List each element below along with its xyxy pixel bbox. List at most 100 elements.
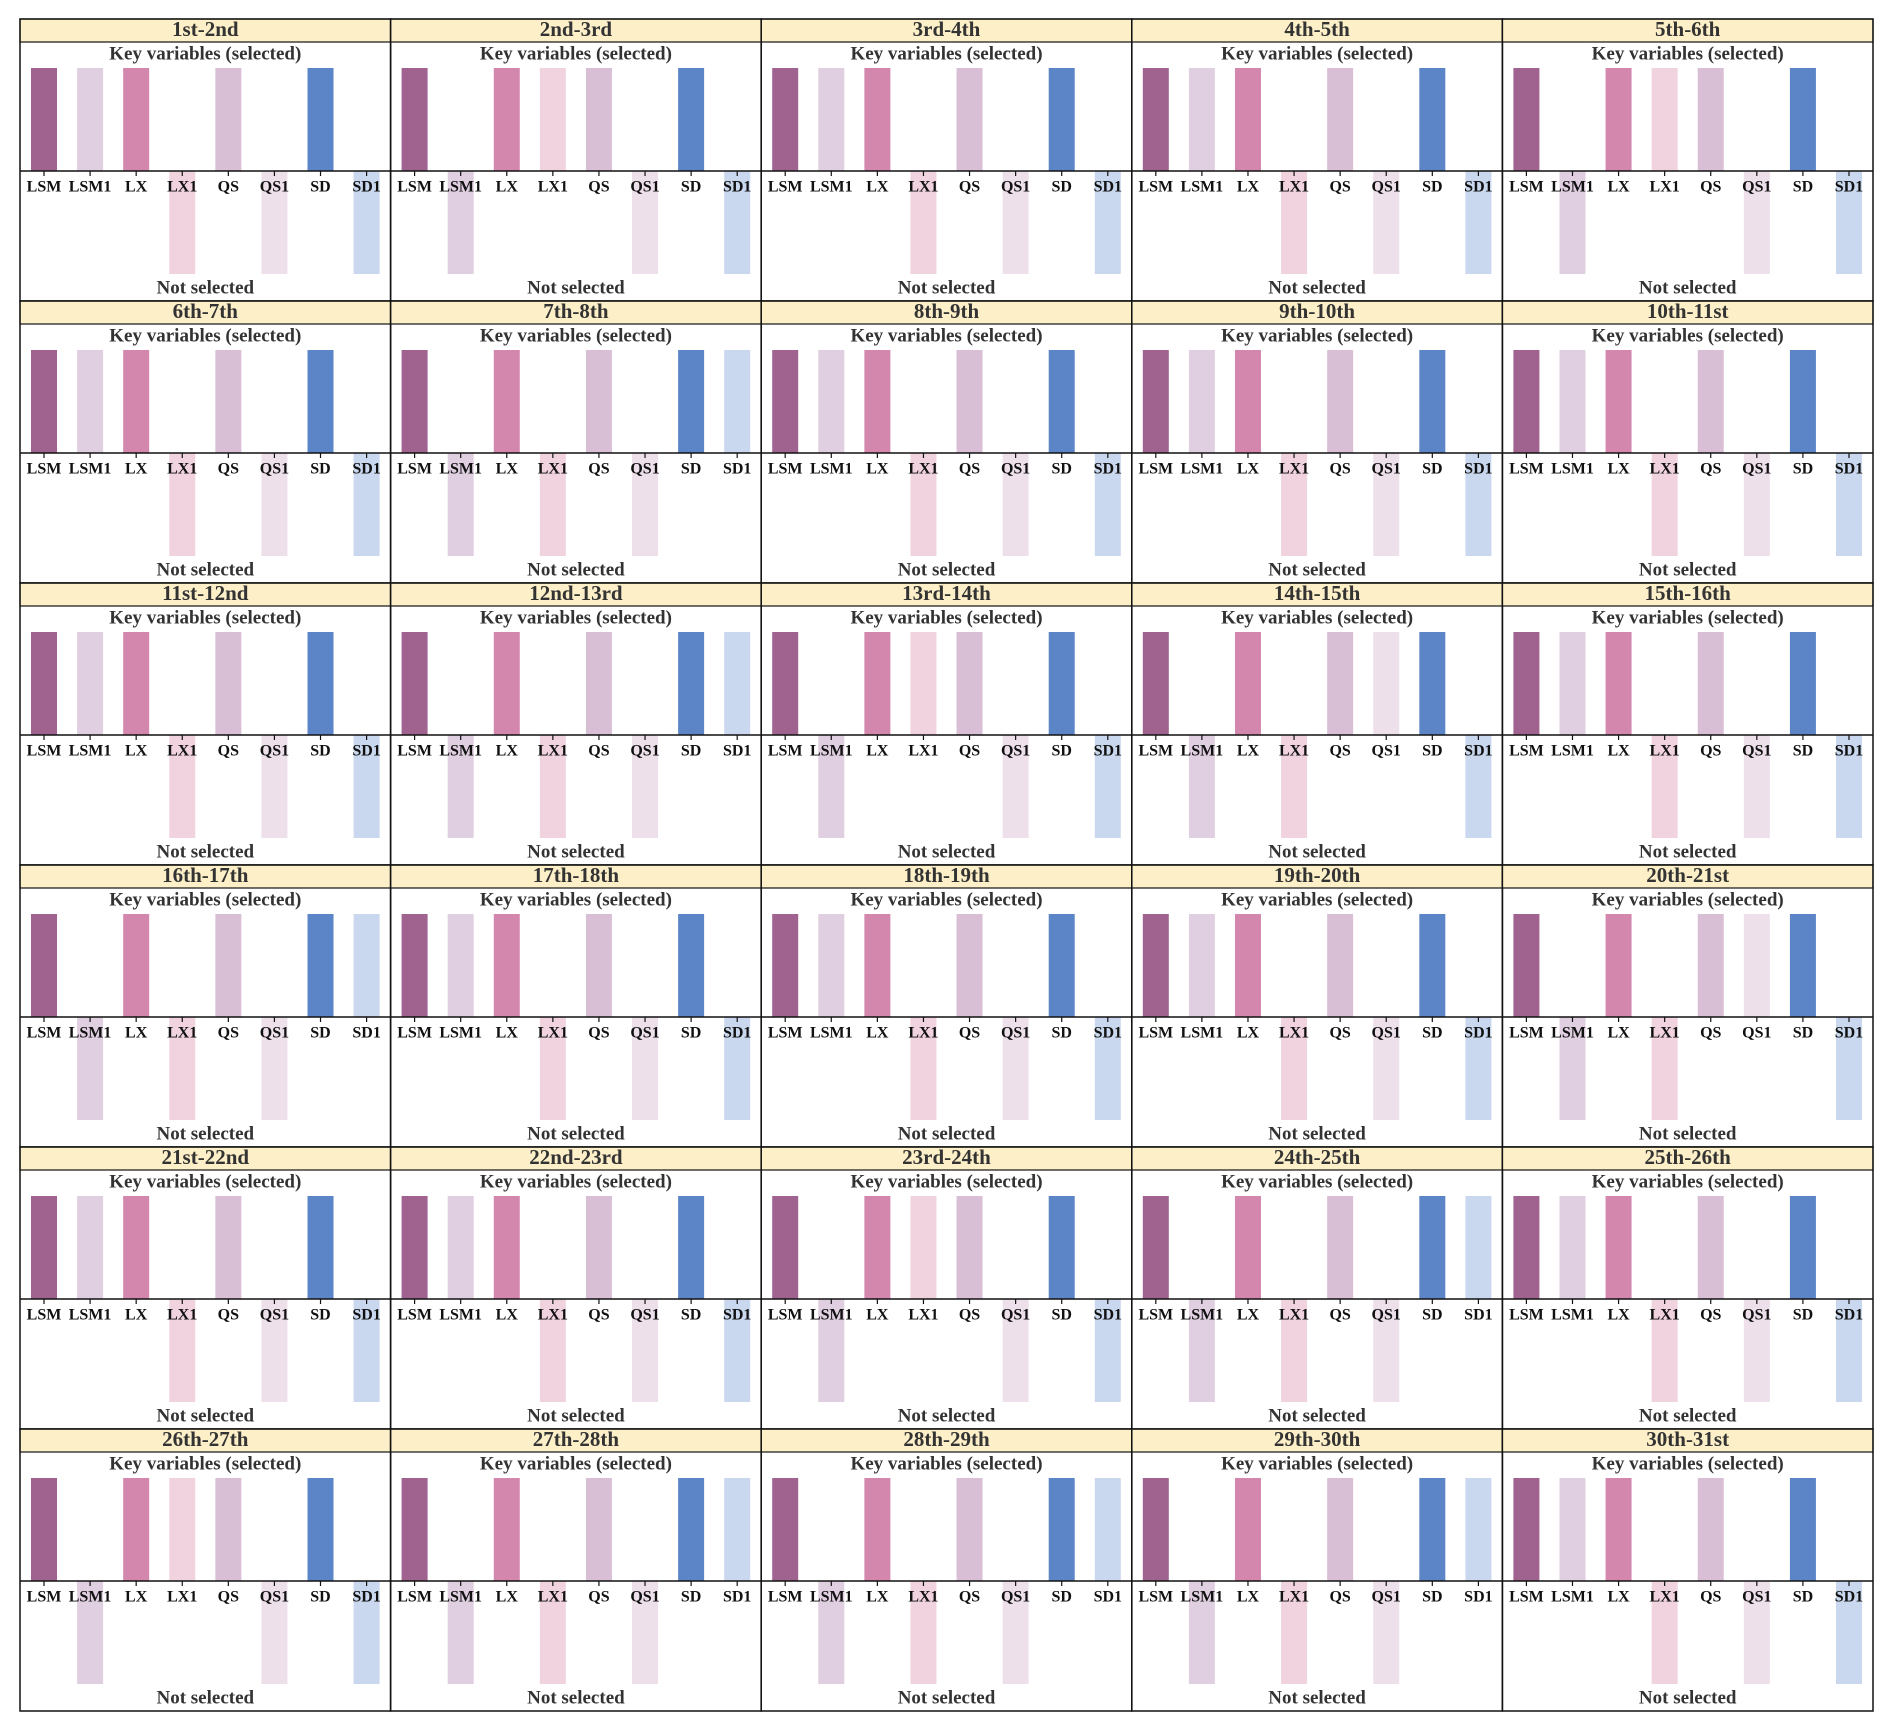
not-selected-label: Not selected [1639,1123,1737,1144]
bar [1002,453,1029,556]
x-tick-label: LSM [27,1025,62,1042]
bar [447,1581,474,1684]
bar [1373,1299,1400,1402]
x-tick-label: LSM1 [1551,1307,1594,1324]
bar [1743,171,1770,274]
x-tick-label: QS1 [1001,461,1030,478]
selected-label: Key variables (selected) [1221,1453,1413,1474]
x-tick-label: LX1 [1279,1307,1309,1324]
bar [910,632,937,735]
x-tick-label: QS [959,743,980,760]
bar [1188,350,1215,453]
bar [493,1478,520,1581]
bar [123,914,150,1017]
panel: 15th-16th LSM LSM1 LX LX1 QS QS1 SD SD1 Key varia… [1501,581,1874,866]
bar [1836,1581,1862,1684]
bar [307,1196,334,1299]
not-selected-label: Not selected [527,1687,625,1708]
x-tick-label: LSM1 [810,179,853,196]
x-tick-label: LSM [768,1307,803,1324]
bar [1651,1017,1678,1120]
selected-label: Key variables (selected) [109,1171,301,1192]
x-tick-label: QS [588,743,609,760]
x-tick-label: LX [866,1025,889,1042]
x-tick-label: LSM1 [1551,461,1594,478]
x-tick-label: QS [218,461,239,478]
x-tick-label: QS1 [1001,179,1030,196]
bar [1513,68,1540,171]
x-tick-label: QS [959,461,980,478]
x-tick-label: SD [1422,461,1442,478]
bar [818,68,845,171]
bar [1281,1017,1308,1120]
bar [1743,914,1770,1017]
x-tick-label: QS1 [630,1025,659,1042]
bar [31,350,57,453]
bar [1002,171,1029,274]
panel: 13rd-14th LSM LSM1 LX LX1 QS QS1 SD SD1 Key varia… [760,581,1133,866]
x-tick-label: QS1 [1001,1589,1030,1606]
x-tick-label: LX1 [167,743,197,760]
bar [1373,171,1400,274]
bar [1373,1017,1400,1120]
panel-title: 4th-5th [1284,17,1350,41]
x-tick-label: LX1 [538,1589,568,1606]
bar [261,1299,288,1402]
x-tick-label: LX [1237,1307,1260,1324]
x-tick-label: LSM [1138,1307,1173,1324]
x-tick-label: LX1 [1279,1589,1309,1606]
bar [353,914,380,1017]
bar [1142,350,1169,453]
not-selected-label: Not selected [1639,1687,1737,1708]
panel-title: 28th-29th [903,1427,990,1451]
bar [493,1196,520,1299]
x-tick-label: QS [1700,743,1721,760]
x-tick-label: SD1 [1094,461,1122,478]
x-tick-label: LSM1 [1181,461,1224,478]
bar [1419,1196,1446,1299]
panel-title: 15th-16th [1645,581,1732,605]
bar [77,1196,104,1299]
bar [1465,171,1492,274]
bar [539,1581,566,1684]
bar [307,914,334,1017]
x-tick-label: LX1 [1279,179,1309,196]
x-tick-label: SD1 [723,1307,751,1324]
bar [401,68,428,171]
x-tick-label: QS [1700,1025,1721,1042]
x-tick-label: LX1 [908,1307,938,1324]
bar [585,350,612,453]
panel: 30th-31st LSM LSM1 LX LX1 QS QS1 SD SD1 Key varia… [1501,1427,1874,1712]
bar [1281,171,1308,274]
x-tick-label: LSM [768,1025,803,1042]
bar [1559,350,1586,453]
panel: 28th-29th LSM LSM1 LX LX1 QS QS1 SD SD1 Key varia… [760,1427,1133,1712]
panel: 14th-15th LSM LSM1 LX LX1 QS QS1 SD SD1 Key varia… [1131,581,1504,866]
x-tick-label: QS [588,1589,609,1606]
bar [31,1196,57,1299]
bar [1605,914,1632,1017]
bar [31,1478,57,1581]
bar [77,68,104,171]
x-tick-label: LX [866,461,889,478]
selected-label: Key variables (selected) [850,607,1042,628]
selected-label: Key variables (selected) [1592,1453,1784,1474]
bar [123,1478,150,1581]
x-tick-label: LX [1237,1589,1260,1606]
bar [1048,632,1075,735]
x-tick-label: QS1 [260,1589,289,1606]
x-tick-label: QS1 [630,1589,659,1606]
bar [818,1581,845,1684]
not-selected-label: Not selected [1639,1405,1737,1426]
x-tick-label: QS [959,1589,980,1606]
x-tick-label: LX [125,743,148,760]
bar [261,171,288,274]
selected-label: Key variables (selected) [109,889,301,910]
x-tick-label: LX [1607,1025,1630,1042]
x-tick-label: QS1 [260,179,289,196]
x-tick-label: LSM [768,461,803,478]
x-tick-label: QS1 [630,179,659,196]
panel: 3rd-4th LSM LSM1 LX LX1 QS QS1 SD SD1 Key variabl… [760,17,1133,302]
x-tick-label: LX [496,1025,519,1042]
panel: 29th-30th LSM LSM1 LX LX1 QS QS1 SD SD1 Key varia… [1131,1427,1504,1712]
